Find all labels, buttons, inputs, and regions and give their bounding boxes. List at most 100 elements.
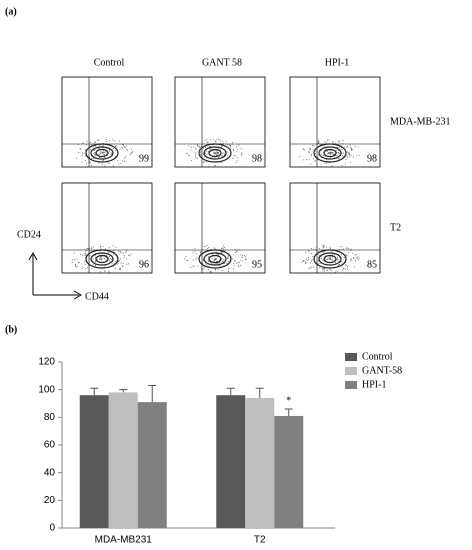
cell-dot bbox=[354, 145, 356, 147]
cell-dot bbox=[123, 161, 125, 163]
cell-dot bbox=[113, 249, 115, 251]
cell-dot bbox=[132, 151, 134, 153]
cell-dot bbox=[89, 149, 91, 151]
cell-dot bbox=[223, 262, 225, 264]
cell-dot bbox=[118, 140, 120, 142]
cell-dot bbox=[218, 262, 220, 264]
cell-dot bbox=[350, 258, 352, 260]
cell-dot bbox=[94, 256, 96, 258]
cell-dot bbox=[96, 139, 98, 141]
cell-dot bbox=[185, 256, 187, 258]
cell-dot bbox=[342, 155, 344, 157]
gate-percent: 98 bbox=[367, 153, 377, 164]
cell-dot bbox=[241, 260, 243, 262]
cell-dot bbox=[307, 259, 309, 261]
cell-dot bbox=[124, 157, 126, 159]
cell-dot bbox=[317, 262, 319, 264]
cell-dot bbox=[195, 258, 197, 260]
cell-dot bbox=[100, 144, 102, 146]
y-tick-label: 20 bbox=[44, 495, 56, 506]
cell-dot bbox=[328, 153, 330, 155]
cell-dot bbox=[232, 268, 234, 270]
cell-dot bbox=[237, 261, 239, 263]
cell-dot bbox=[240, 265, 242, 267]
density-contour bbox=[90, 252, 114, 266]
cell-dot bbox=[310, 163, 312, 165]
cell-dot bbox=[215, 155, 217, 157]
cell-dot bbox=[315, 248, 317, 250]
cell-dot bbox=[335, 271, 337, 273]
cell-dot bbox=[316, 148, 318, 150]
cell-dot bbox=[331, 152, 333, 154]
cell-dot bbox=[233, 265, 235, 267]
cell-dot bbox=[305, 262, 307, 264]
cell-dot bbox=[122, 263, 124, 265]
cell-dot bbox=[311, 153, 313, 155]
cell-dot bbox=[349, 260, 351, 262]
cell-dot bbox=[81, 263, 83, 265]
cell-dot bbox=[330, 256, 332, 258]
cell-dot bbox=[216, 151, 218, 153]
cell-dot bbox=[221, 153, 223, 155]
cell-dot bbox=[321, 154, 323, 156]
cell-dot bbox=[223, 153, 225, 155]
cell-dot bbox=[351, 155, 353, 157]
cell-dot bbox=[218, 156, 220, 158]
cell-dot bbox=[341, 265, 343, 267]
density-contour bbox=[198, 249, 232, 269]
cell-dot bbox=[213, 151, 215, 153]
density-contour bbox=[313, 249, 347, 269]
cell-dot bbox=[119, 268, 121, 270]
cell-dot bbox=[353, 257, 355, 259]
cell-dot bbox=[324, 257, 326, 259]
cell-dot bbox=[115, 144, 117, 146]
cell-dot bbox=[102, 246, 104, 248]
cell-dot bbox=[220, 248, 222, 250]
cell-dot bbox=[222, 155, 224, 157]
cell-dot bbox=[317, 260, 319, 262]
cell-dot bbox=[104, 248, 106, 250]
cell-dot bbox=[325, 159, 327, 161]
cell-dot bbox=[84, 263, 86, 265]
cell-dot bbox=[232, 143, 234, 145]
cell-dot bbox=[108, 162, 110, 164]
cell-dot bbox=[221, 247, 223, 249]
cell-dot bbox=[110, 258, 112, 260]
cell-dot bbox=[229, 145, 231, 147]
cell-dot bbox=[317, 256, 319, 258]
cell-dot bbox=[327, 258, 329, 260]
y-tick-label: 0 bbox=[49, 523, 55, 534]
cell-dot bbox=[200, 151, 202, 153]
cell-dot bbox=[194, 247, 196, 249]
cell-dot bbox=[347, 152, 349, 154]
cell-dot bbox=[341, 249, 343, 251]
cell-dot bbox=[86, 140, 88, 142]
cell-dot bbox=[90, 247, 92, 249]
cell-dot bbox=[358, 257, 360, 259]
cell-dot bbox=[335, 150, 337, 152]
cell-dot bbox=[115, 247, 117, 249]
cell-dot bbox=[235, 252, 237, 254]
cell-dot bbox=[319, 263, 321, 265]
cell-dot bbox=[97, 139, 99, 141]
cell-dot bbox=[93, 150, 95, 152]
cell-dot bbox=[226, 151, 228, 153]
density-contour bbox=[313, 143, 347, 163]
cell-dot bbox=[105, 141, 107, 143]
cell-dot bbox=[347, 255, 349, 257]
cell-dot bbox=[92, 146, 94, 148]
cell-dot bbox=[344, 146, 346, 148]
error-bar bbox=[226, 387, 235, 396]
cell-dot bbox=[331, 254, 333, 256]
cell-dot bbox=[311, 253, 313, 255]
cell-dot bbox=[117, 250, 119, 252]
cell-dot bbox=[215, 259, 217, 261]
cell-dot bbox=[105, 259, 107, 261]
cell-dot bbox=[202, 147, 204, 149]
cell-dot bbox=[358, 155, 360, 157]
cell-dot bbox=[92, 258, 94, 260]
cell-dot bbox=[191, 146, 193, 148]
cell-dot bbox=[201, 268, 203, 270]
cell-dot bbox=[339, 248, 341, 250]
cell-dot bbox=[236, 156, 238, 158]
